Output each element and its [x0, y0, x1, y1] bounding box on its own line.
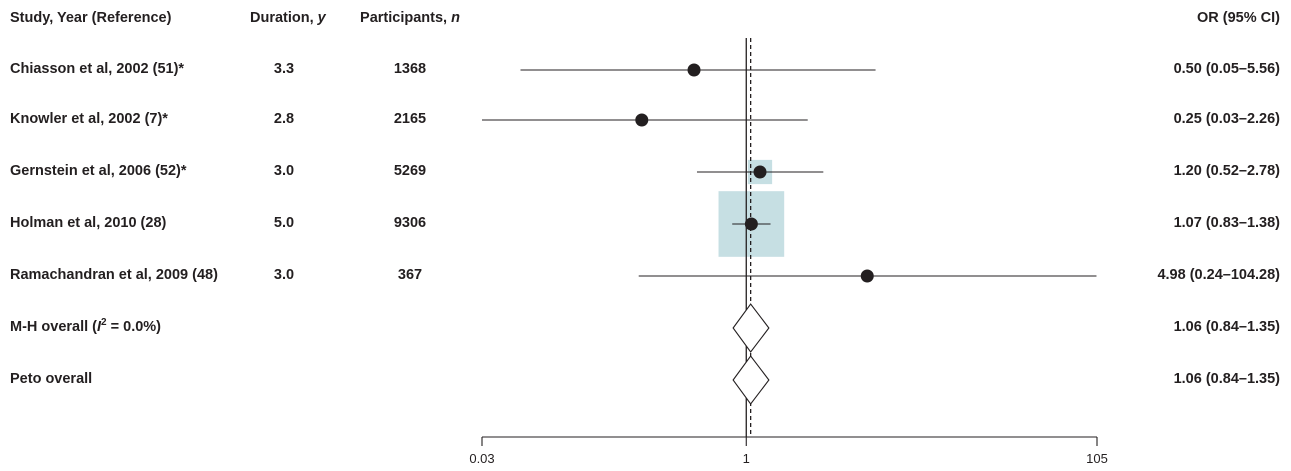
study-or-ci: 1.07 (0.83–1.38) [1173, 215, 1280, 231]
overall-peto-label: Peto overall [10, 371, 93, 387]
study-name: Knowler et al, 2002 (7)* [10, 111, 168, 127]
study-participants: 2165 [393, 111, 427, 127]
header-study: Study, Year (Reference) [10, 10, 172, 26]
point-estimate [635, 113, 649, 127]
overall-peto-or: 1.06 (0.84–1.35) [1173, 371, 1280, 387]
study-name: Holman et al, 2010 (28) [10, 215, 167, 231]
point-estimate [744, 217, 758, 231]
point-estimate [753, 165, 767, 179]
header-duration-unit: y [317, 10, 326, 26]
study-or-ci: 0.50 (0.05–5.56) [1173, 61, 1280, 77]
study-name: Ramachandran et al, 2009 (48) [10, 267, 218, 283]
study-participants: 9306 [393, 215, 427, 231]
study-participants: 367 [397, 267, 423, 283]
overall-mh-or: 1.06 (0.84–1.35) [1173, 319, 1280, 335]
study-participants: 1368 [393, 61, 427, 77]
study-name: Gernstein et al, 2006 (52)* [10, 163, 187, 179]
study-or-ci: 0.25 (0.03–2.26) [1173, 111, 1280, 127]
overall-mh-label: M-H overall (I2 = 0.0%) [10, 317, 162, 335]
overall-diamond [732, 355, 770, 405]
x-tick-label: 1 [743, 451, 750, 466]
study-or-ci: 1.20 (0.52–2.78) [1173, 163, 1280, 179]
header-participants-unit: n [451, 10, 460, 26]
study-duration: 3.3 [273, 61, 295, 77]
study-participants: 5269 [393, 163, 427, 179]
header-participants: Participants, n [360, 10, 460, 26]
x-tick-label: 0.03 [469, 451, 494, 466]
point-estimate [860, 269, 874, 283]
study-duration: 3.0 [273, 163, 295, 179]
study-duration: 3.0 [273, 267, 295, 283]
study-or-ci: 4.98 (0.24–104.28) [1157, 267, 1280, 283]
header-duration: Duration, y [250, 10, 326, 26]
study-duration: 2.8 [273, 111, 295, 127]
header-or-ci: OR (95% CI) [1197, 10, 1280, 26]
point-estimate [687, 63, 701, 77]
study-duration: 5.0 [273, 215, 295, 231]
x-tick-label: 105 [1086, 451, 1108, 466]
study-name: Chiasson et al, 2002 (51)* [10, 61, 185, 77]
overall-diamond [732, 303, 770, 353]
